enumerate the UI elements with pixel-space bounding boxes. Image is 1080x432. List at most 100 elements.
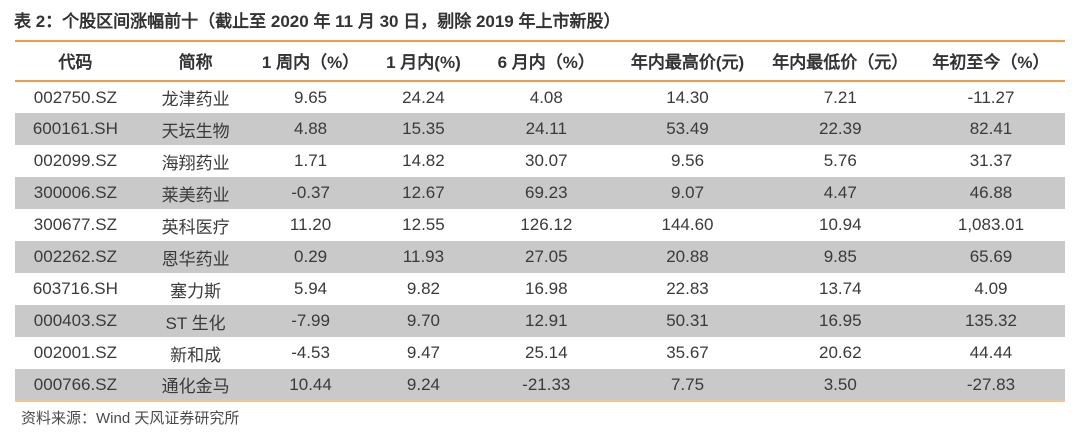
cell-name: 天坛生物 [161,121,230,141]
cell-1w-change: 11.20 [289,215,332,234]
cell-6m-change: 27.05 [525,247,568,266]
cell-6m-change: 69.23 [525,183,568,202]
cell-year-low: 22.39 [819,119,862,138]
cell-code: 300677.SZ [33,215,117,234]
cell-1m-change: 11.93 [402,247,445,266]
table-row: 002099.SZ 海翔药业 1.71 14.82 30.07 9.56 5.76 31.37 [15,145,1065,177]
cell-1m-change: 9.47 [406,343,440,362]
cell-year-low: 7.21 [823,87,857,107]
cell-6m-change: -21.33 [522,374,571,394]
table-header-row: 代码 简称 1 周内（%） 1 月内(%) 6 月内（%） 年内最高价(元) 年内最低价（元… [15,41,1065,82]
cell-year-low: 20.62 [819,343,862,362]
cell-6m-change: 16.98 [525,279,568,298]
header-6m-change: 6 月内（%） [481,41,612,82]
cell-ytd-change: 82.41 [969,119,1013,138]
cell-code: 300006.SZ [33,183,117,202]
cell-1m-change: 12.67 [402,183,445,202]
cell-1w-change: 1.71 [294,151,328,170]
cell-year-low: 4.47 [823,183,857,202]
header-year-low: 年内最低价（元） [763,41,917,82]
table-title: 表 2：个股区间涨幅前十（截止至 2020 年 11 月 30 日，剔除 201… [14,12,621,31]
cell-year-high: 9.56 [670,151,705,170]
cell-1m-change: 12.55 [402,215,445,234]
source-note: 资料来源：Wind 天风证券研究所 [21,410,240,427]
table-row: 300677.SZ 英科医疗 11.20 12.55 126.12 144.60 10.94… [15,209,1065,241]
cell-code: 000403.SZ [33,311,117,330]
header-name: 简称 [135,41,256,82]
cell-year-high: 144.60 [661,215,714,234]
cell-year-high: 14.30 [666,87,709,107]
cell-ytd-change: 1,083.01 [957,215,1025,234]
cell-code: 603716.SH [32,279,118,298]
table-row: 002750.SZ 龙津药业 9.65 24.24 4.08 14.30 7.21 -11.2… [15,81,1065,113]
cell-1m-change: 24.24 [402,87,445,107]
cell-code: 002750.SZ [33,87,117,107]
cell-ytd-change: -27.83 [966,374,1016,394]
cell-year-high: 50.31 [666,311,709,330]
cell-6m-change: 12.91 [525,311,568,330]
cell-name: 莱美药业 [161,185,230,205]
cell-name: 新和成 [170,345,222,365]
cell-1w-change: 0.29 [294,247,328,266]
cell-year-high: 53.49 [666,119,709,138]
stock-gains-table: 代码 简称 1 周内（%） 1 月内(%) 6 月内（%） 年内最高价(元) 年内最低价（元… [15,40,1065,402]
cell-1m-change: 9.70 [406,311,440,330]
cell-6m-change: 126.12 [520,215,573,234]
cell-1w-change: -4.53 [291,343,330,362]
cell-name: 龙津药业 [161,90,230,109]
cell-ytd-change: 4.09 [974,279,1008,298]
header-1m-change: 1 月内(%) [365,41,482,82]
cell-code: 002099.SZ [33,151,117,170]
cell-code: 000766.SZ [33,374,117,394]
cell-code: 600161.SH [32,119,118,138]
cell-1w-change: 9.65 [294,87,328,107]
cell-year-high: 9.07 [670,183,705,202]
cell-code: 002262.SZ [33,247,117,266]
cell-6m-change: 24.11 [525,119,567,138]
table-row: 002001.SZ 新和成 -4.53 9.47 25.14 35.67 20.62 44.4… [15,337,1065,369]
table-row: 300006.SZ 莱美药业 -0.37 12.67 69.23 9.07 4.47 46.8… [15,177,1065,209]
cell-1w-change: 5.94 [294,279,328,298]
cell-year-high: 7.75 [670,374,705,394]
cell-year-low: 10.94 [819,215,862,234]
cell-6m-change: 25.14 [525,343,568,362]
cell-ytd-change: 135.32 [964,311,1017,330]
cell-year-low: 13.74 [819,279,862,298]
cell-year-high: 35.67 [666,343,709,362]
cell-1m-change: 9.82 [406,279,440,298]
cell-year-low: 3.50 [823,374,857,394]
table-row: 000766.SZ 通化金马 10.44 9.24 -21.33 7.75 3.50 -27.… [15,369,1065,401]
table-row: 000403.SZ ST 生化 -7.99 9.70 12.91 50.31 16.95 13… [15,305,1065,337]
cell-1m-change: 14.82 [402,151,445,170]
cell-name: 英科医疗 [161,217,230,237]
cell-ytd-change: -11.27 [967,87,1015,107]
cell-year-high: 20.88 [666,247,709,266]
cell-1w-change: 4.88 [294,119,328,138]
cell-name: 海翔药业 [161,153,230,173]
cell-ytd-change: 31.37 [969,151,1013,170]
header-1w-change: 1 周内（%） [255,41,366,82]
cell-ytd-change: 65.69 [969,247,1013,266]
cell-year-low: 9.85 [823,247,857,266]
cell-name: ST 生化 [165,313,226,333]
table-body: 002750.SZ 龙津药业 9.65 24.24 4.08 14.30 7.21 -11.2… [15,81,1065,401]
cell-6m-change: 4.08 [529,87,563,107]
cell-year-low: 16.95 [819,311,862,330]
header-year-high: 年内最高价(元) [611,41,764,82]
cell-1m-change: 15.35 [402,119,445,138]
cell-ytd-change: 44.44 [969,343,1013,362]
cell-name: 恩华药业 [161,249,230,269]
cell-1m-change: 9.24 [406,374,440,394]
cell-1w-change: 10.44 [289,374,332,394]
cell-year-low: 5.76 [823,151,857,170]
cell-year-high: 22.83 [666,279,709,298]
header-ytd-change: 年初至今（%） [916,41,1065,82]
table-row: 002262.SZ 恩华药业 0.29 11.93 27.05 20.88 9.85 65.6… [15,241,1065,273]
cell-1w-change: -7.99 [291,311,330,330]
header-code: 代码 [15,41,136,82]
cell-name: 塞力斯 [170,281,222,301]
cell-code: 002001.SZ [33,343,117,362]
table-row: 600161.SH 天坛生物 4.88 15.35 24.11 53.49 22.39 82.… [15,113,1065,145]
cell-ytd-change: 46.88 [969,183,1013,202]
